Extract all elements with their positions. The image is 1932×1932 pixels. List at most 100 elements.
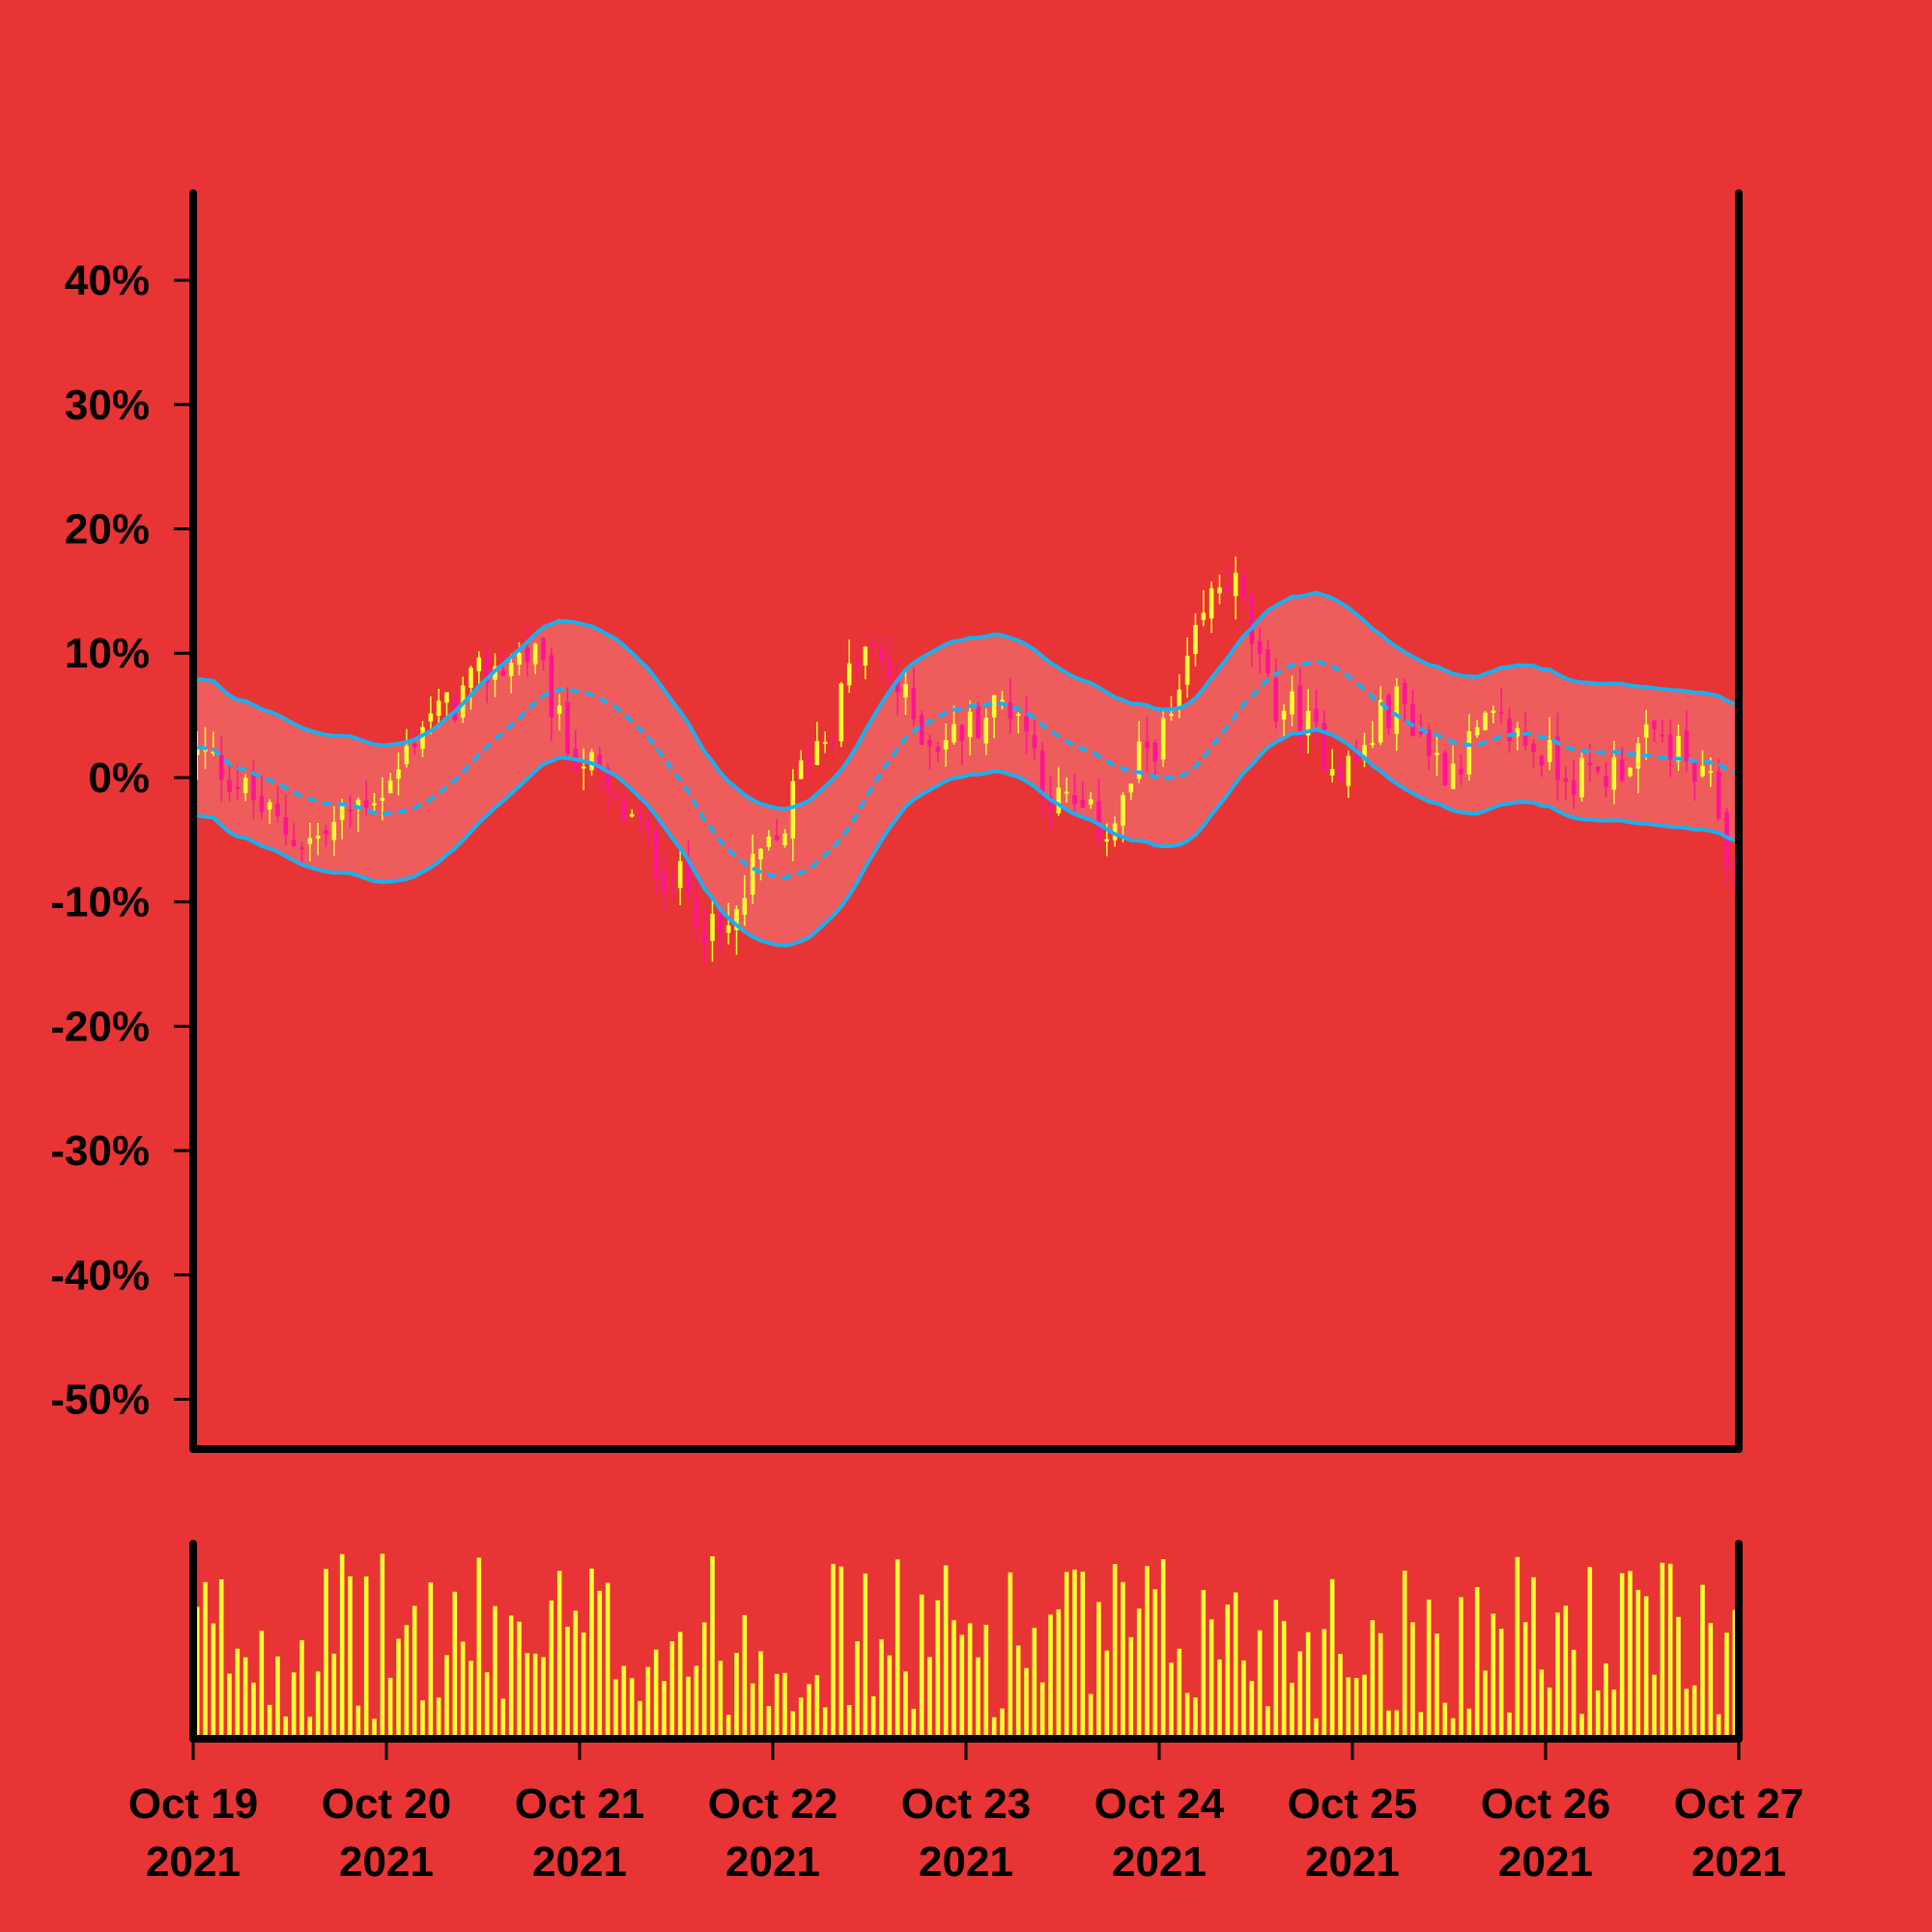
candle-body (1507, 718, 1512, 742)
candle-up (1435, 734, 1439, 777)
volume-bar (798, 1697, 804, 1739)
candle-up (677, 849, 683, 905)
candle-body (1249, 594, 1255, 644)
candle-body (1716, 771, 1721, 818)
candle-body (1724, 811, 1729, 867)
volume-bar (1353, 1677, 1359, 1739)
candle-body (1378, 699, 1383, 743)
candle-down (976, 701, 980, 739)
volume-bar (1732, 1609, 1738, 1739)
candle-down (565, 687, 570, 770)
candle-body (307, 838, 313, 844)
volume-bar (1595, 1690, 1601, 1739)
candle-body (1498, 711, 1504, 715)
candle-body (1587, 762, 1593, 766)
bollinger-band (197, 592, 1735, 946)
candle-down (1571, 760, 1577, 810)
candle-down (1410, 689, 1415, 737)
volume-bar (879, 1639, 884, 1739)
volume-bar (1314, 1718, 1319, 1739)
y-tick-label: -30% (50, 1127, 150, 1175)
candle-down (1732, 853, 1738, 888)
candle-up (629, 809, 635, 818)
candle-up (1474, 720, 1480, 739)
candle-body (1136, 741, 1142, 780)
x-tick-label-year: 2021 (1305, 1838, 1400, 1886)
volume-bar (404, 1625, 410, 1739)
volume-bar (324, 1569, 328, 1739)
candle-body (1152, 742, 1158, 762)
candle-up (846, 639, 852, 694)
volume-bar (1257, 1630, 1263, 1739)
volume-bar (1217, 1659, 1222, 1739)
volume-bar (1096, 1602, 1101, 1739)
candle-up (1635, 737, 1641, 794)
volume-bar (1466, 1708, 1472, 1739)
candle-down (1032, 719, 1037, 761)
volume-bar (307, 1717, 313, 1739)
candle-body (532, 643, 538, 665)
volume-bar (1290, 1683, 1294, 1739)
candle-up (420, 721, 425, 757)
candle-body (1660, 734, 1665, 737)
candle-body (299, 847, 304, 850)
candle-down (1716, 758, 1721, 821)
candle-up (1184, 637, 1190, 698)
candle-up (1088, 791, 1094, 810)
volume-bar (1249, 1681, 1255, 1739)
candle-down (1048, 776, 1053, 830)
volume-bar (573, 1610, 579, 1739)
volume-bar (1474, 1586, 1480, 1739)
candle-up (331, 806, 337, 857)
candle-body (1474, 726, 1480, 736)
candle-up (782, 829, 787, 848)
candle-body (807, 757, 811, 762)
candle-body (1329, 769, 1335, 776)
volume-bar (1378, 1633, 1383, 1739)
candle-body (855, 661, 860, 667)
candle-body (870, 641, 876, 645)
candle-body (218, 754, 224, 781)
candle-down (911, 667, 917, 726)
candle-down (701, 908, 707, 965)
candle-body (1039, 750, 1045, 798)
volume-bar (275, 1656, 280, 1739)
volume-bar (782, 1672, 787, 1739)
candle-body (701, 932, 707, 945)
volume-bar (363, 1577, 369, 1739)
volume-bar (348, 1576, 353, 1739)
candle-body (387, 780, 393, 794)
candle-down (1426, 724, 1432, 771)
candle-up (1193, 613, 1198, 667)
candle-body (324, 830, 328, 835)
candle-body (846, 663, 852, 686)
candle-down (638, 798, 642, 834)
volume-bar (1531, 1577, 1536, 1739)
volume-bar (1652, 1674, 1657, 1739)
candle-down (694, 875, 699, 941)
candle-body (638, 813, 642, 819)
candle-body (452, 696, 458, 721)
candle-up (766, 830, 772, 851)
x-tick-label-date: Oct 27 (1674, 1780, 1804, 1828)
volume-bar (742, 1614, 748, 1739)
volume-bar (822, 1707, 828, 1739)
volume-bar (895, 1559, 900, 1739)
candle-body (1547, 739, 1552, 762)
volume-bar (1684, 1689, 1690, 1739)
volume-bar (194, 1606, 200, 1739)
candle-up (952, 705, 956, 745)
candle-down (1563, 766, 1569, 801)
candle-body (863, 646, 868, 666)
candle-body (1611, 756, 1617, 790)
candle-body (436, 700, 441, 716)
candle-body (1652, 721, 1657, 729)
volume-bar (645, 1666, 651, 1739)
candle-body (798, 760, 804, 780)
y-tick-label: -20% (50, 1003, 150, 1050)
volume-bar (887, 1655, 893, 1739)
candle-down (324, 825, 328, 847)
candle-down (1321, 710, 1327, 772)
candle-body (952, 724, 956, 743)
